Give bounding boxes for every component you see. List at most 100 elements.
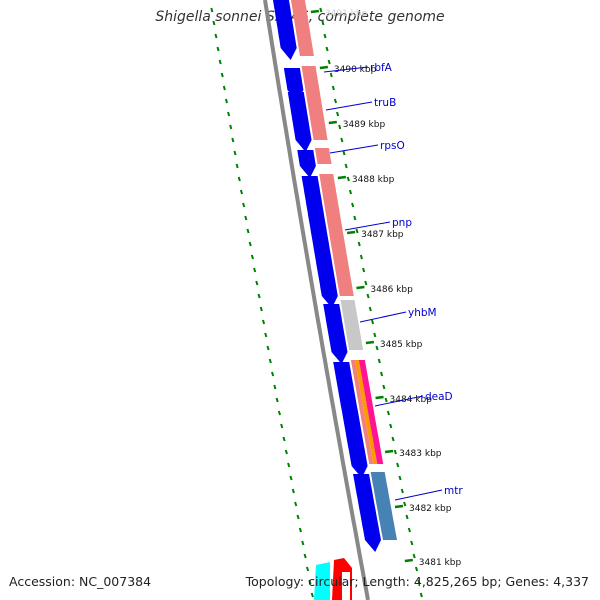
cog-segment (319, 174, 354, 296)
outer-dot (212, 20, 216, 26)
inner-dot (393, 449, 397, 455)
inner-dot (391, 436, 395, 442)
inner-tick-track (319, 7, 423, 598)
cog-segment-steelblue (370, 472, 397, 540)
inner-dot (346, 176, 350, 182)
inner-dot (386, 410, 390, 416)
outer-dot (310, 592, 314, 598)
inner-dot (407, 527, 411, 533)
kbp-tick (328, 120, 337, 125)
inner-dot (321, 20, 325, 26)
outer-dot (280, 423, 284, 429)
kbp-tick-label: 3489 kbp (343, 120, 386, 130)
inner-dot (380, 371, 384, 377)
kbp-tick-label: 3484 kbp (390, 395, 433, 405)
feature-gap (342, 572, 350, 600)
cog-segment (350, 360, 374, 464)
inner-dot (336, 111, 340, 117)
outer-dot (277, 410, 281, 416)
kbp-tick-label: 3482 kbp (409, 504, 452, 514)
inner-dot (384, 397, 388, 403)
outer-dot (216, 46, 220, 52)
inner-dot (325, 46, 329, 52)
outer-dot (284, 449, 288, 455)
inner-dot (405, 514, 409, 520)
inner-dot (417, 579, 421, 585)
outer-dot (291, 488, 295, 494)
inner-dot (344, 163, 348, 169)
outer-dot (222, 85, 226, 91)
cog-segment (301, 66, 328, 140)
gene-label-connector (323, 66, 369, 73)
gene-label-deaD: deaD (425, 391, 453, 403)
inner-dot (389, 423, 393, 429)
forward-gene-arrow (287, 92, 312, 152)
outer-dot (271, 371, 275, 377)
backbone-line (263, 0, 370, 600)
kbp-tick (404, 558, 413, 563)
outer-dot (259, 306, 263, 312)
gene-label-rbfA: rbfA (370, 62, 393, 74)
cog-segment-gray (340, 300, 364, 350)
inner-dot (412, 553, 416, 559)
misc-features (314, 558, 352, 600)
inner-dot (366, 293, 370, 299)
outer-dot (237, 176, 241, 182)
outer-dot (268, 358, 272, 364)
cog-segment (291, 0, 314, 56)
outer-dot (248, 241, 252, 247)
kbp-tick (337, 175, 347, 180)
kbp-ruler: 3491 kbp 3490 kbp 3489 kbp 3488 kbp 3487 kbp… (310, 9, 462, 568)
kbp-tick-label: 3491 kbp (325, 9, 368, 19)
forward-gene-arrow (353, 474, 381, 552)
gene-label-connector (344, 221, 391, 231)
kbp-tick-label: 3488 kbp (352, 175, 395, 185)
outer-dot (229, 124, 233, 130)
inner-dot (414, 566, 419, 572)
gene-label-connector (359, 311, 407, 323)
outer-dot (266, 345, 270, 351)
inner-dot (327, 59, 331, 65)
inner-dot (382, 384, 386, 390)
inner-dot (362, 267, 366, 273)
inner-dot (340, 137, 344, 143)
outer-dot (233, 150, 237, 156)
forward-gene-arrow (301, 176, 338, 308)
forward-gene-arrow (297, 150, 316, 178)
inner-dot (410, 540, 414, 546)
inner-dot (323, 33, 327, 39)
kbp-tick-label: 3485 kbp (380, 340, 423, 350)
outer-dot (224, 98, 229, 104)
cog-segment-magenta (358, 360, 384, 464)
inner-dot (348, 189, 353, 195)
kbp-tick (384, 449, 394, 454)
outer-dot (294, 501, 298, 507)
inner-dot (400, 488, 404, 494)
cog-segment (314, 148, 332, 164)
inner-dot (419, 592, 423, 598)
kbp-tick (356, 285, 365, 290)
inner-dot (353, 215, 357, 221)
forward-gene-arrow (333, 362, 368, 478)
inner-dot (398, 475, 402, 481)
accession-label: Accession: NC_007384 (9, 574, 152, 589)
outer-dot (305, 566, 310, 572)
outer-dot (214, 33, 218, 39)
outer-tick-track (210, 7, 314, 598)
gene-label-connector (394, 489, 443, 501)
gene-label-yhbM: yhbM (408, 307, 437, 319)
inner-dot (338, 124, 342, 130)
outer-dot (210, 7, 214, 13)
gene-label-connector (329, 144, 379, 154)
outer-dot (246, 228, 250, 234)
outer-dot (220, 72, 224, 78)
gene-label-truB: truB (374, 97, 396, 109)
outer-dot (296, 514, 300, 520)
outer-dot (301, 540, 305, 546)
kbp-tick-label: 3487 kbp (361, 230, 404, 240)
outer-dot (282, 436, 286, 442)
inner-dot (370, 319, 375, 325)
outer-dot (227, 111, 231, 117)
kbp-tick-label: 3481 kbp (419, 558, 462, 568)
inner-dot (403, 501, 407, 507)
